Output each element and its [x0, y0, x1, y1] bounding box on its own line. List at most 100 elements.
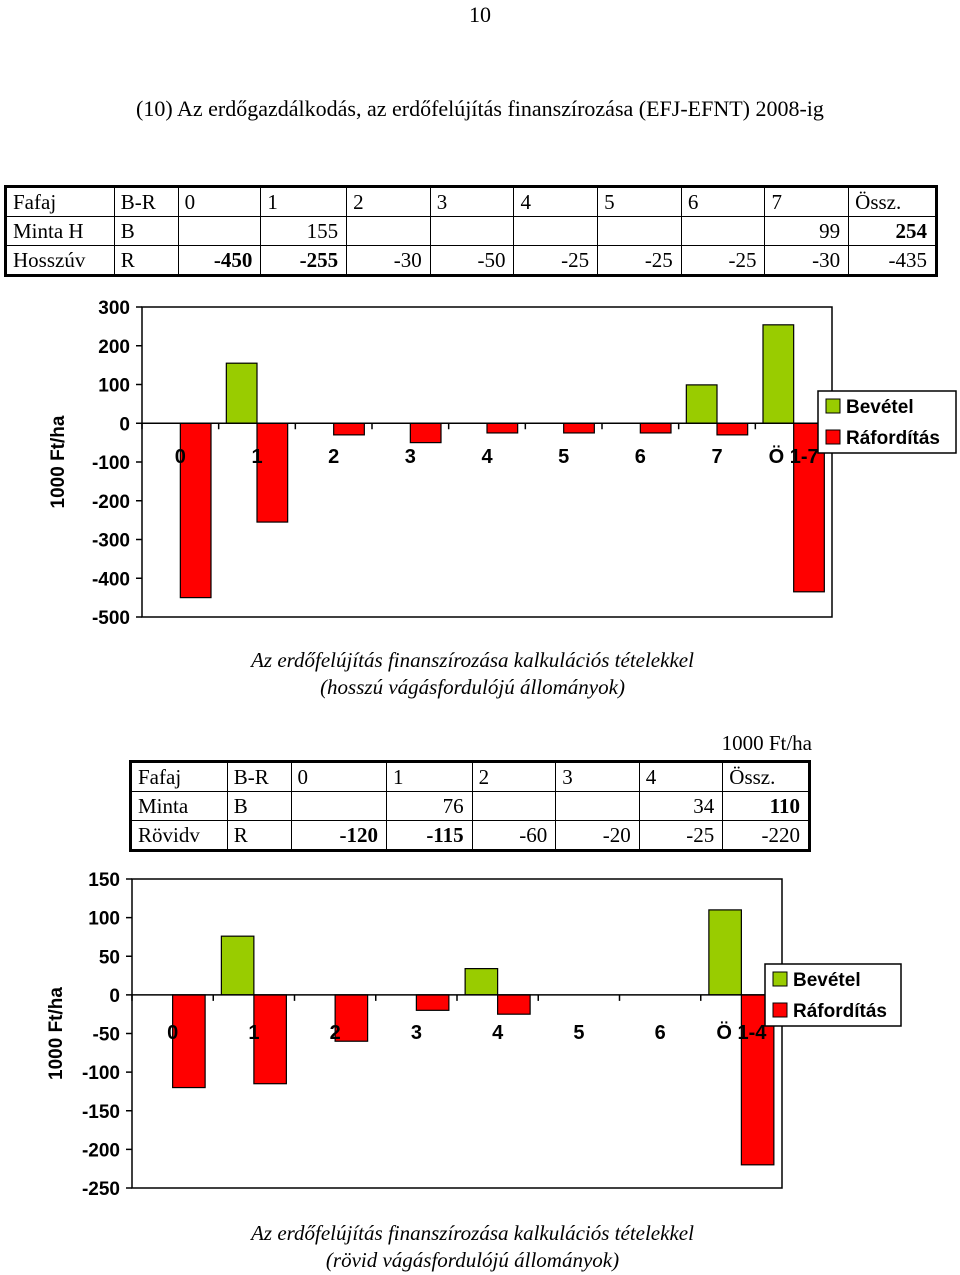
caption-line: (hosszú vágásfordulójú állományok)	[320, 675, 625, 699]
caption-line: Az erdőfelújítás finanszírozása kalkulác…	[251, 1221, 694, 1245]
table-cell: -20	[555, 820, 640, 851]
table-header-row: Fafaj B-R 0 1 2 3 4 Össz.	[130, 761, 810, 792]
caption-line: (rövid vágásfordulójú állományok)	[325, 1248, 620, 1272]
table-header-cell: 1	[386, 761, 473, 792]
table-cell	[177, 216, 262, 246]
x-tick-label: 0	[167, 1022, 178, 1044]
y-tick-label: -200	[92, 492, 130, 513]
table-cell	[513, 216, 599, 246]
table-cell: Rövidv	[130, 820, 228, 851]
table-cell	[346, 216, 431, 246]
table-cell: -30	[764, 245, 850, 276]
x-tick-label: Ö 1-7	[769, 445, 819, 468]
table-header-cell: 4	[513, 186, 599, 217]
table-cell: B	[113, 216, 179, 246]
bar-chart-short-rotation: 150 100 50 0 -50 -100 -150 -200 -250 1000 Ft/ha 0 1…	[46, 870, 902, 1200]
table-cell: 155	[260, 216, 348, 246]
table-cell: -25	[513, 245, 599, 276]
table-cell	[597, 216, 682, 246]
table-cell: 34	[638, 791, 724, 821]
table-cell: Minta	[130, 791, 228, 821]
bevetel-bar	[220, 935, 255, 996]
table-cell: -450	[177, 245, 262, 276]
table-cell: R	[226, 820, 292, 851]
y-tick-label: -100	[82, 1063, 120, 1084]
table-cell: 110	[722, 791, 810, 821]
table-header-cell: 0	[177, 186, 262, 217]
raforditas-bar	[486, 422, 519, 434]
y-tick-label: 300	[98, 298, 130, 319]
y-tick-label: -200	[82, 1140, 120, 1161]
y-axis-label: 1000 Ft/ha	[46, 987, 67, 1080]
table-header-cell: 7	[764, 186, 850, 217]
plot-frame	[131, 878, 783, 1189]
table-header-cell: 3	[555, 761, 640, 792]
x-tick-label: 0	[175, 446, 186, 468]
table-cell: R	[113, 245, 179, 276]
y-tick-label: -50	[93, 1025, 120, 1046]
page-number: 10	[469, 2, 491, 27]
table-header-cell: B-R	[226, 761, 292, 792]
table-cell: 254	[848, 216, 937, 246]
table-cell: -25	[597, 245, 682, 276]
raforditas-bar	[716, 422, 749, 436]
x-tick-label: 4	[492, 1022, 504, 1044]
table-header-cell: 3	[429, 186, 515, 217]
table-header-cell: 6	[680, 186, 766, 217]
legend-label: Ráfordítás	[793, 1001, 887, 1022]
chart-caption-long-rotation: Az erdőfelújítás finanszírozása kalkulác…	[140, 647, 805, 701]
table-cell: Hosszúv	[5, 245, 115, 276]
table-header-row: Fafaj B-R 0 1 2 3 4 5 6 7 Össz.	[5, 186, 937, 217]
y-tick-label: -400	[92, 569, 130, 590]
raforditas-bar	[334, 994, 369, 1042]
table-cell: -435	[848, 245, 937, 276]
y-tick-label: -300	[92, 531, 130, 552]
table-cell: 99	[764, 216, 850, 246]
x-tick-label: 5	[558, 446, 569, 468]
data-table-long-rotation: Fafaj B-R 0 1 2 3 4 5 6 7 Össz. Minta H B 155 99 254 H…	[4, 185, 938, 277]
table-row: Minta H B 155 99 254	[5, 216, 937, 246]
bevetel-bar	[708, 909, 742, 996]
table-row: Minta B 76 34 110	[130, 791, 810, 821]
bevetel-bar	[685, 384, 718, 424]
caption-line: Az erdőfelújítás finanszírozása kalkulác…	[251, 648, 694, 672]
legend-swatch	[825, 398, 841, 414]
x-tick-label: 3	[411, 1022, 422, 1044]
x-tick-label: 1	[251, 446, 262, 468]
raforditas-bar	[256, 422, 289, 523]
legend-swatch	[825, 429, 841, 445]
raforditas-bar	[639, 422, 672, 434]
table-header-cell: 1	[260, 186, 348, 217]
x-tick-label: 7	[711, 446, 722, 468]
x-tick-label: 2	[328, 446, 339, 468]
y-tick-label: 150	[88, 870, 120, 891]
table-cell: 76	[386, 791, 473, 821]
table-row: Hosszúv R -450 -255 -30 -50 -25 -25 -25 -30 -435	[5, 245, 937, 276]
y-axis-label: 1000 Ft/ha	[48, 415, 69, 508]
table-cell: -30	[346, 245, 431, 276]
table-cell	[471, 791, 557, 821]
raforditas-bar	[415, 994, 450, 1011]
y-tick-label: 50	[99, 947, 120, 968]
section-heading: (10) Az erdőgazdálkodás, az erdőfelújítá…	[136, 96, 824, 121]
table-cell: -220	[722, 820, 810, 851]
table-header-cell: Fafaj	[5, 186, 115, 217]
table-header-cell: 2	[471, 761, 557, 792]
y-tick-label: 100	[98, 376, 130, 397]
table-header-cell: 0	[290, 761, 388, 792]
legend-swatch	[772, 971, 788, 987]
y-tick-label: 100	[88, 909, 120, 930]
bevetel-bar	[762, 324, 795, 424]
x-tick-label: 2	[330, 1022, 341, 1044]
raforditas-bar	[172, 994, 206, 1089]
table-cell: -60	[471, 820, 557, 851]
legend-box	[817, 390, 957, 454]
y-tick-label: -150	[82, 1102, 120, 1123]
table-header-cell: Fafaj	[130, 761, 228, 792]
x-tick-label: 4	[481, 446, 493, 468]
x-tick-label: 5	[573, 1022, 584, 1044]
legend-label: Ráfordítás	[846, 428, 940, 449]
table-cell: B	[226, 791, 292, 821]
bar-chart-long-rotation: 300 200 100 0 -100 -200 -300 -400 -500 1000 Ft/ha…	[48, 298, 957, 629]
table-header-cell: 4	[638, 761, 724, 792]
